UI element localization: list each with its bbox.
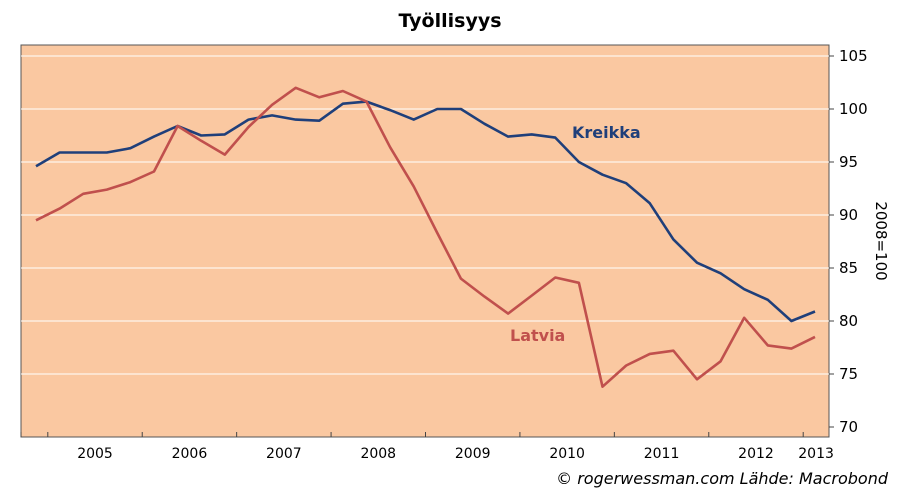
y-tick-label-80: 80 (839, 312, 858, 330)
y-tick-label-70: 70 (839, 418, 858, 436)
x-tick-label-2005: 2005 (77, 446, 113, 462)
y-axis: 70 75 80 85 90 95 100 105 (829, 47, 868, 436)
series-labels: Kreikka Latvia (510, 123, 641, 345)
x-tick-label-2010: 2010 (549, 446, 585, 462)
chart-title: Työllisyys (398, 10, 502, 32)
series-line-latvia (35, 86, 816, 389)
plot-area (20, 44, 830, 438)
x-tick-label-2013: 2013 (798, 446, 834, 462)
y-tick-label-95: 95 (839, 153, 858, 171)
y-tick-label-100: 100 (839, 100, 868, 118)
credit-line: © rogerwessman.com Lähde: Macrobond (556, 469, 888, 488)
x-axis: 2005 2006 2007 2008 2009 2010 2011 2012 2013 (20, 432, 834, 462)
x-tick-label-2011: 2011 (644, 446, 680, 462)
series-label-kreikka: Kreikka (572, 123, 641, 142)
y-tick-label-75: 75 (839, 365, 858, 383)
x-tick-label-2006: 2006 (172, 446, 208, 462)
x-tick-label-2007: 2007 (266, 446, 302, 462)
x-tick-label-2008: 2008 (360, 446, 396, 462)
y-tick-label-105: 105 (839, 47, 868, 65)
x-tick-label-2009: 2009 (455, 446, 491, 462)
y-tick-label-90: 90 (839, 206, 858, 224)
y-axis-title: 2008=100 (872, 201, 890, 280)
x-tick-label-2012: 2012 (738, 446, 774, 462)
series-lines (35, 86, 816, 389)
series-label-latvia: Latvia (510, 326, 565, 345)
series-line-kreikka (35, 100, 816, 323)
y-tick-label-85: 85 (839, 259, 858, 277)
grid-lines (21, 55, 829, 375)
